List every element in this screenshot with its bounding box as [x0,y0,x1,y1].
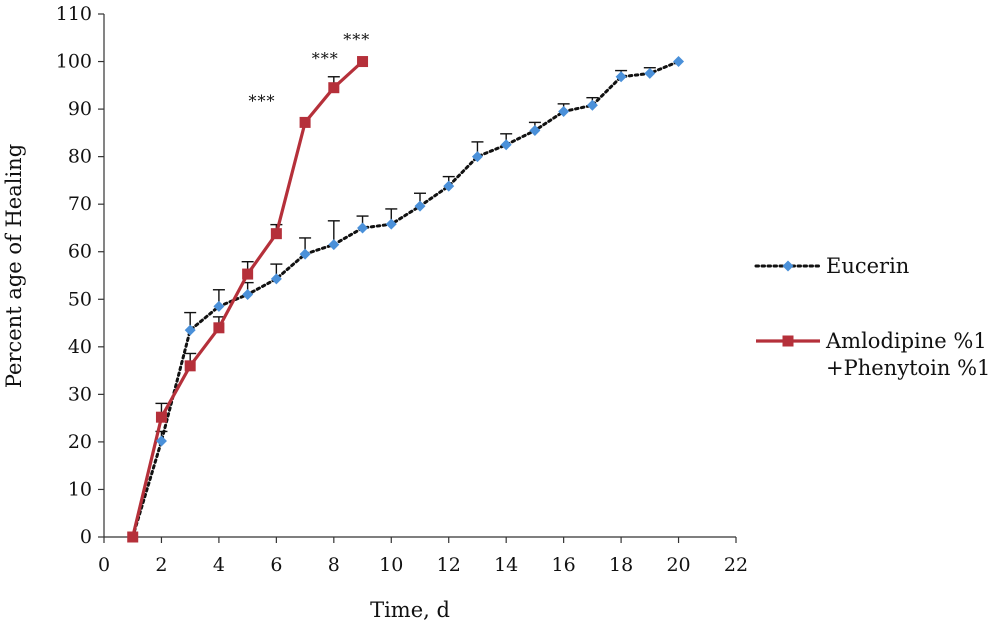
series-lines [131,60,680,539]
eucerin-point [500,139,512,151]
eucerin-point [443,180,455,192]
legend-marker-combination [782,335,794,347]
y-tick-label: 20 [68,431,92,453]
combination-point [184,360,196,372]
legend: Eucerin Amlodipine %1 +Phenytoin %1 [754,254,990,380]
eucerin-point [184,324,196,336]
x-tick-label: 22 [724,554,748,576]
x-tick-label: 12 [437,554,461,576]
x-tick-label: 10 [379,554,403,576]
eucerin-point [328,239,340,251]
eucerin-point [673,56,685,68]
significance-label: *** [343,30,370,49]
x-axis-title: Time, d [370,598,450,622]
combination-point [357,56,369,68]
series-line-1 [131,60,680,539]
y-axis-title: Percent age of Healing [2,144,26,388]
significance-label: *** [249,92,276,111]
eucerin-point [558,105,570,117]
legend-label-eucerin: Eucerin [826,254,909,278]
x-tick-label: 2 [155,554,167,576]
x-tick-label: 16 [552,554,576,576]
y-tick-label: 60 [68,241,92,263]
x-tick-label: 14 [494,554,518,576]
x-tick-label: 8 [328,554,340,576]
eucerin-point [615,71,627,83]
axes: 0 10 20 30 40 50 60 70 80 90 100 110 0 2 4 6 8 10 12 14 16 18… [56,3,748,576]
combination-point [242,268,254,280]
y-tick-label: 30 [68,383,92,405]
x-tick-label: 0 [98,554,110,576]
y-tick-label: 90 [68,98,92,120]
combination-point [328,82,340,94]
series-markers [127,56,685,543]
y-tick-label: 10 [68,478,92,500]
combination-point [155,411,167,423]
eucerin-point [213,300,225,312]
x-tick-label: 4 [213,554,225,576]
y-tick-label: 40 [68,336,92,358]
eucerin-point [242,289,254,301]
y-tick-label: 100 [56,51,92,73]
error-bars [155,67,656,441]
x-tick-label: 18 [609,554,633,576]
x-tick-label: 20 [666,554,690,576]
combination-point [270,228,282,240]
combination-point [299,116,311,128]
y-tick-label: 50 [68,288,92,310]
x-tick-label: 6 [270,554,282,576]
eucerin-point [357,222,369,234]
eucerin-point [414,200,426,212]
eucerin-point [270,273,282,285]
significance-annotations: ********* [249,30,370,111]
eucerin-point [586,99,598,111]
legend-marker-eucerin [782,260,794,272]
eucerin-point [299,248,311,260]
y-tick-label: 70 [68,193,92,215]
combination-point [213,322,225,334]
combination-point [127,531,139,543]
eucerin-point [471,151,483,163]
eucerin-point [155,435,167,447]
eucerin-point [529,124,541,136]
eucerin-point [644,67,656,79]
y-tick-label: 110 [56,3,92,25]
y-tick-label: 80 [68,146,92,168]
legend-label-combination-line: +Phenytoin %1 [826,356,990,380]
significance-label: *** [312,49,339,68]
eucerin-point [385,218,397,230]
y-tick-label: 0 [80,526,92,548]
legend-label-combination-line: Amlodipine %1 [825,329,987,353]
